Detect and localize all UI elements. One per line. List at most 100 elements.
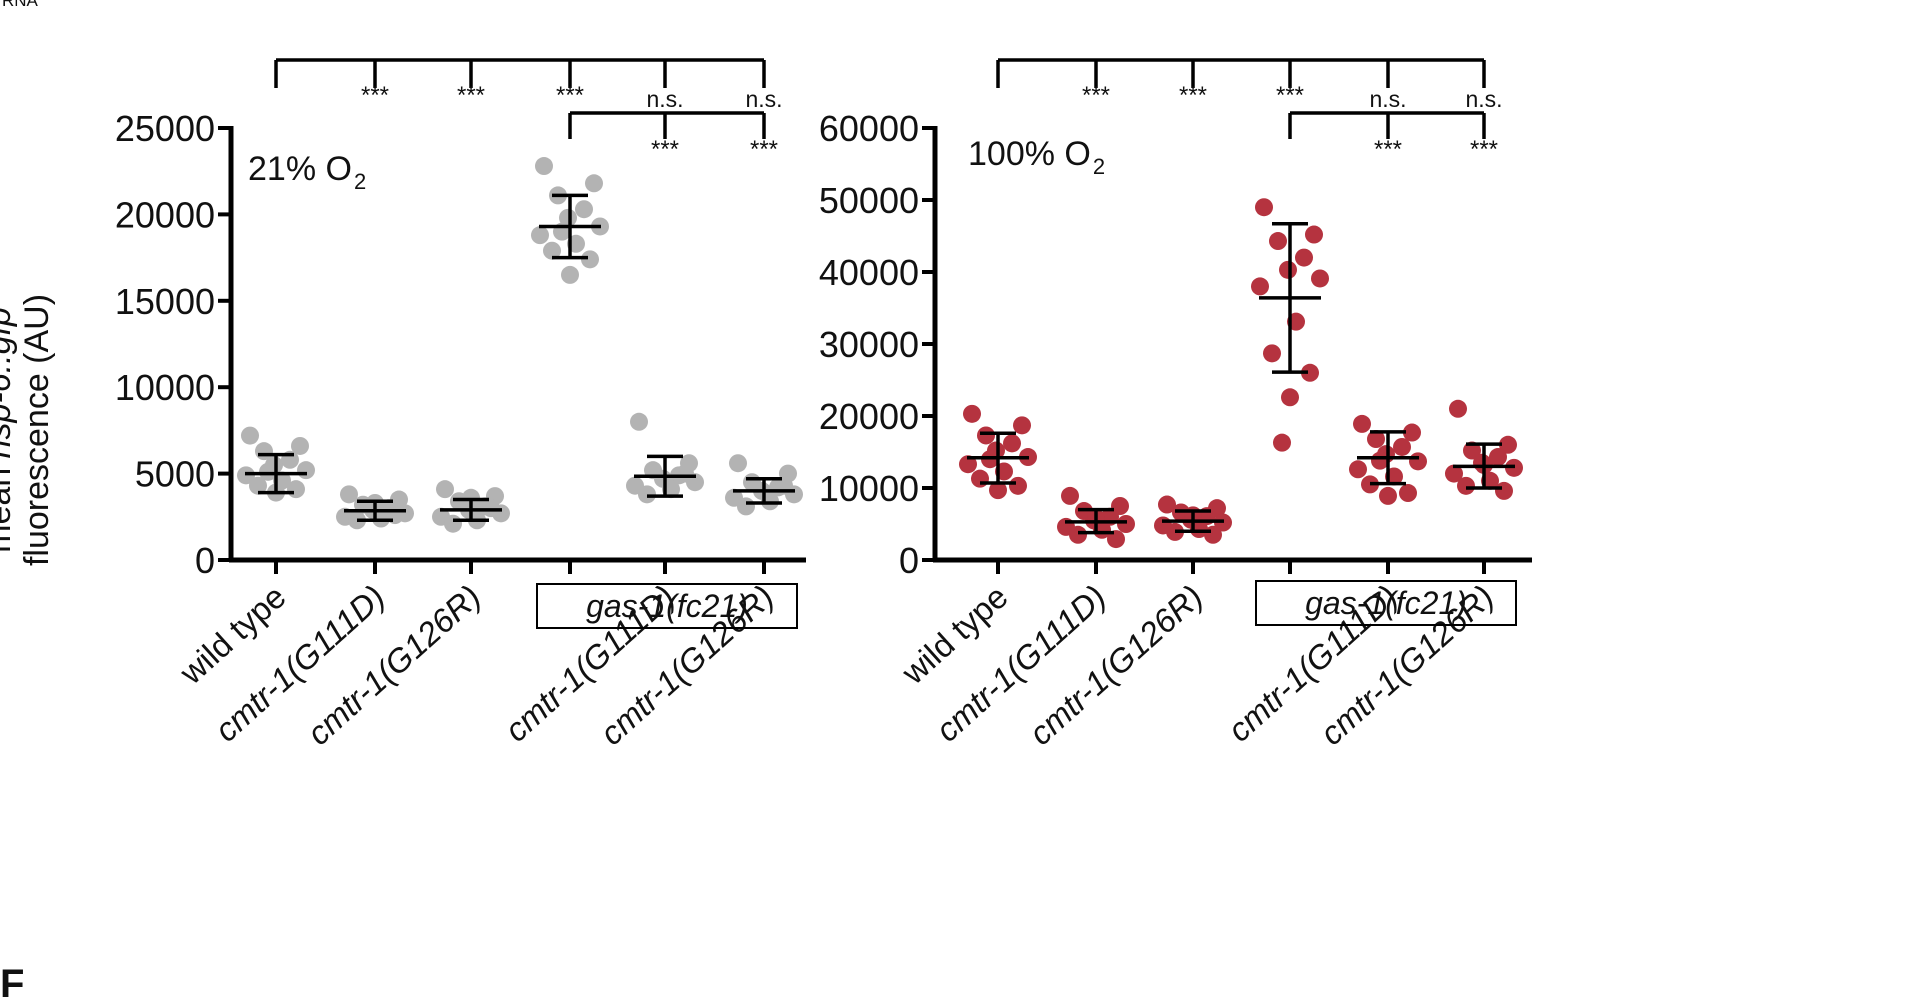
data-point [1204,525,1222,544]
significance-label: *** [750,136,778,163]
y-tick-label: 25000 [115,108,215,149]
data-point [1107,530,1125,549]
data-point [444,514,462,533]
significance-label: *** [457,82,485,109]
data-point [1281,388,1299,407]
data-point [1409,452,1427,471]
y-tick-label: 20000 [115,194,215,235]
series-group [531,157,609,284]
significance-label: *** [1082,82,1110,109]
x-category-label: cmtr-1(G111D) [928,578,1112,749]
data-point [971,469,989,488]
data-point [1003,434,1021,453]
data-point [559,208,577,227]
data-point [1311,269,1329,288]
data-point [1255,198,1273,217]
y-tick-label: 20000 [819,396,919,437]
data-point [1399,484,1417,503]
data-point [1117,515,1135,533]
data-point [1449,399,1467,418]
condition-label-subscript: 2 [1093,154,1105,179]
data-point [1489,448,1507,467]
significance-label: *** [361,82,389,109]
data-point [1457,476,1475,495]
y-tick-label: 50000 [819,180,919,221]
significance-label: n.s. [1369,86,1406,112]
x-category-label: cmtr-1(G126R) [300,578,488,752]
data-point [436,480,454,499]
series-group [725,454,803,516]
data-point [1279,260,1297,279]
significance-label: *** [556,82,584,109]
data-point [1009,476,1027,495]
data-point [1379,486,1397,505]
data-point [1403,423,1421,442]
data-point [581,250,599,269]
series-group [432,480,510,533]
data-point [287,480,305,499]
data-point [1251,277,1269,296]
data-point [963,404,981,423]
data-point [1367,430,1385,449]
data-point [340,485,358,504]
significance-label: *** [1374,136,1402,163]
data-point [1495,481,1513,500]
data-point [575,200,593,219]
data-point [297,461,315,480]
data-point [729,454,747,473]
group-box [1255,580,1517,626]
data-point [630,412,648,431]
y-tick-label: 60000 [819,108,919,149]
data-point [1013,416,1031,435]
series-group [1349,414,1427,505]
data-point [977,426,995,445]
data-point [241,426,259,445]
data-point [1273,433,1291,452]
data-point [561,265,579,284]
x-category-label: cmtr-1(G111D) [207,578,391,749]
data-point [585,174,603,193]
data-point [1061,486,1079,505]
data-point [1295,248,1313,267]
series-group [959,404,1037,500]
condition-label: 21% O [248,150,352,188]
significance-label: n.s. [646,86,683,112]
data-point [1445,464,1463,483]
significance-label: *** [651,136,679,163]
y-tick-label: 30000 [819,324,919,365]
series-group [237,426,315,502]
data-point [531,226,549,245]
series-group [336,485,414,530]
significance-label: n.s. [1465,86,1502,112]
condition-label: 100% O [968,135,1091,173]
significance-label: *** [1276,82,1304,109]
data-point [989,481,1007,500]
group-box-label: gas-1(fc21) [1305,585,1467,621]
data-point [1393,437,1411,456]
data-point [1463,441,1481,460]
x-category-label: cmtr-1(G126R) [1022,578,1210,752]
y-tick-label: 5000 [135,454,215,495]
series-group [1445,399,1523,500]
data-point [1353,414,1371,433]
series-group [1154,495,1232,544]
data-point [737,497,755,516]
data-point [543,241,561,260]
group-box-label: gas-1(fc21) [586,588,748,624]
series-group [626,412,704,504]
data-point [959,455,977,474]
group-box [536,583,798,629]
data-point [1499,435,1517,454]
data-point [1349,460,1367,479]
series-group [1251,198,1329,452]
significance-label: *** [1179,82,1207,109]
data-point [535,157,553,176]
y-tick-label: 0 [195,540,215,581]
data-point [1158,495,1176,514]
data-point [1069,525,1087,544]
y-tick-label: 40000 [819,252,919,293]
data-point [291,436,309,455]
